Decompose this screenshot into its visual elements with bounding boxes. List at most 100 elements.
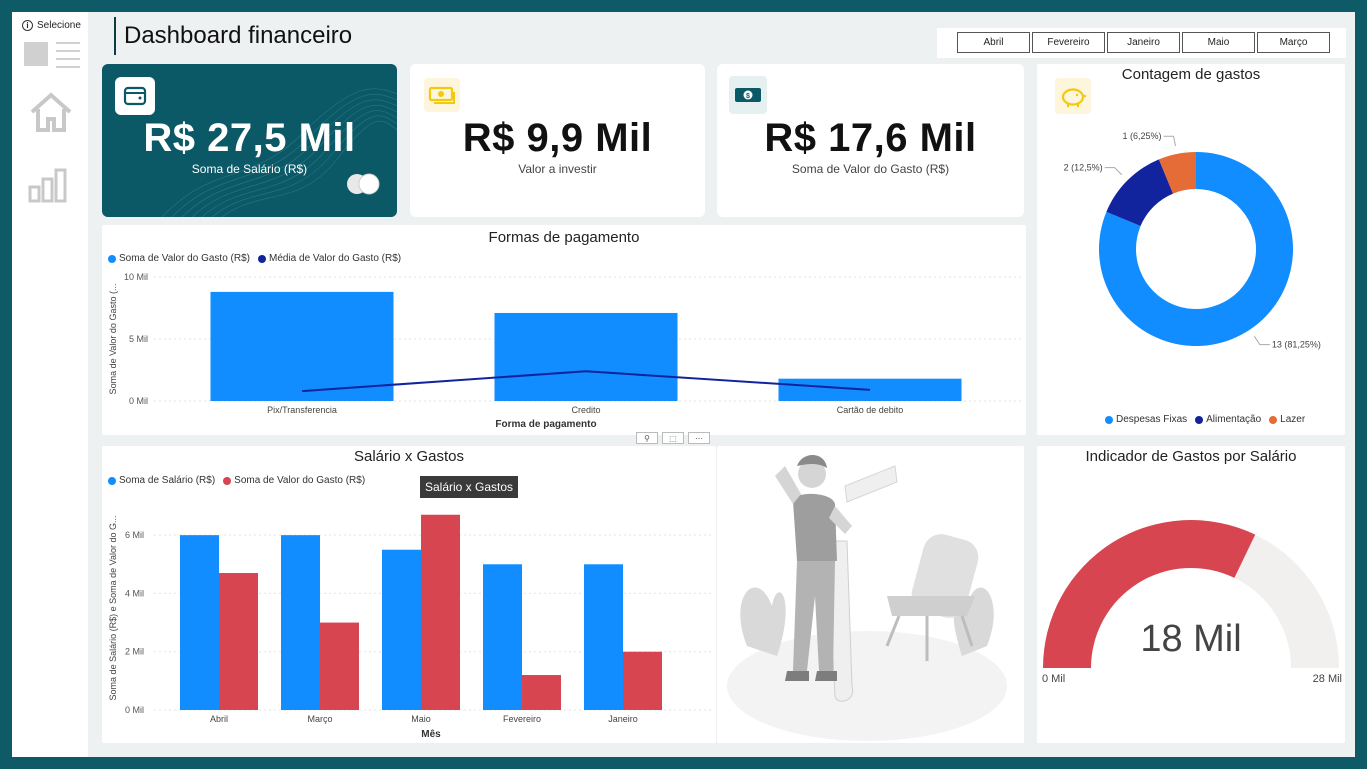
svg-text:$: $ — [746, 93, 750, 100]
bar-chart-icon[interactable] — [28, 165, 74, 205]
slice-label: 2 (12,5%) — [1064, 163, 1103, 173]
salary-vs-spend-card[interactable]: Salário x Gastos Soma de Salário (R$) So… — [102, 446, 716, 743]
person-receipt-illustration — [727, 454, 1007, 741]
gauge-value: 18 Mil — [1140, 618, 1241, 660]
wallet-icon — [115, 77, 155, 115]
x-tick-label: Credito — [571, 405, 600, 415]
kpi-label: Valor a investir — [518, 162, 597, 176]
cash-icon: $ — [729, 76, 767, 114]
month-button[interactable]: Maio — [1182, 32, 1255, 53]
kpi-value: R$ 17,6 Mil — [764, 116, 977, 160]
illustration-card — [717, 446, 1024, 743]
kpi-value: R$ 27,5 Mil — [143, 116, 356, 160]
kpi-card-invest: R$ 9,9 Mil Valor a investir — [410, 64, 705, 217]
home-icon[interactable] — [28, 92, 74, 134]
chart-legend: Despesas Fixas Alimentação Lazer — [1105, 414, 1305, 425]
bar — [382, 549, 421, 710]
y-tick-label: 2 Mil — [125, 647, 144, 657]
gauge-min-label: 0 Mil — [1042, 673, 1065, 685]
layout-thumbnail-icon[interactable] — [22, 38, 82, 74]
wave-background — [161, 88, 397, 217]
average-line — [301, 370, 871, 393]
legend-entry: Alimentação — [1206, 414, 1262, 425]
month-button[interactable]: Abril — [957, 32, 1030, 53]
bar — [584, 564, 623, 710]
chart-legend: Soma de Salário (R$) Soma de Valor do Ga… — [108, 475, 365, 486]
payments-chart-card[interactable]: Formas de pagamento Soma de Valor do Gas… — [102, 225, 1026, 435]
donut-slice — [1158, 152, 1196, 194]
y-tick-label: 6 Mil — [125, 530, 144, 540]
x-axis-label: Mês — [421, 729, 441, 740]
bar — [421, 514, 460, 710]
donut-slice — [1099, 152, 1293, 346]
payments-plot: 0 Mil 5 Mil 10 Mil Pix/Transferencia Credito… — [108, 272, 1022, 430]
x-axis-label: Forma de pagamento — [495, 419, 596, 430]
selection-pane[interactable]: i Selecione — [18, 16, 88, 76]
bar — [320, 622, 359, 710]
leader-line — [1163, 135, 1177, 147]
y-axis-label: Soma de Valor do Gasto (... — [108, 284, 118, 395]
chart-title: Salário x Gastos — [353, 448, 465, 465]
x-tick-label: Março — [307, 714, 332, 724]
y-tick-label: 0 Mil — [125, 705, 144, 715]
page-title: Dashboard financeiro — [114, 17, 352, 55]
bar — [219, 573, 258, 710]
month-button[interactable]: Março — [1257, 32, 1330, 53]
legend-entry: Lazer — [1280, 414, 1306, 425]
y-tick-label: 4 Mil — [125, 588, 144, 598]
leader-line — [1253, 336, 1270, 346]
x-tick-label: Cartão de debito — [837, 405, 904, 415]
toggle-icon[interactable] — [343, 172, 383, 196]
month-slicer: Abril Fevereiro Janeiro Maio Março — [937, 28, 1346, 58]
expense-count-card[interactable]: Contagem de gastos 13 (81,25%) 2 (12,5%) 1… — [1037, 64, 1345, 435]
month-button[interactable]: Fevereiro — [1032, 32, 1105, 53]
kpi-label: Soma de Valor do Gasto (R$) — [791, 162, 950, 176]
gauge-card[interactable]: Indicador de Gastos por Salário 18 Mil 0 … — [1037, 446, 1345, 743]
left-nav-rail — [12, 12, 88, 757]
gauge-max-label: 28 Mil — [1313, 673, 1342, 685]
gauge-fill — [1043, 520, 1256, 668]
slice-label: 13 (81,25%) — [1272, 340, 1321, 350]
filter-icon[interactable]: ⚲ — [636, 432, 658, 444]
tooltip: Salário x Gastos — [420, 476, 518, 498]
bar — [210, 291, 394, 401]
y-tick-label: 5 Mil — [129, 334, 148, 344]
salary-plot: 0 Mil 2 Mil 4 Mil 6 Mil Abril Março Maio Fevere… — [108, 514, 712, 740]
bar — [494, 312, 678, 401]
chart-title: Indicador de Gastos por Salário — [1085, 448, 1297, 465]
legend-entry: Soma de Valor do Gasto (R$) — [234, 475, 366, 486]
focus-mode-icon[interactable]: ⬚ — [662, 432, 684, 444]
selector-label: Selecione — [37, 20, 81, 31]
kpi-label: Soma de Salário (R$) — [191, 162, 308, 176]
donut-plot: 13 (81,25%) 2 (12,5%) 1 (6,25%) — [1064, 131, 1321, 350]
piggy-bank-icon — [1055, 78, 1091, 114]
x-tick-label: Abril — [210, 714, 228, 724]
money-icon — [424, 78, 460, 112]
legend-entry: Despesas Fixas — [1116, 414, 1188, 425]
info-icon: i — [22, 20, 33, 31]
bar — [483, 564, 522, 710]
chart-legend: Soma de Valor do Gasto (R$) Média de Val… — [108, 253, 401, 264]
bar — [281, 535, 320, 710]
more-options-icon[interactable]: ⋯ — [688, 432, 710, 444]
bar — [623, 651, 662, 710]
month-button[interactable]: Janeiro — [1107, 32, 1180, 53]
x-tick-label: Janeiro — [608, 714, 638, 724]
donut-slice — [1106, 159, 1174, 227]
kpi-card-salary: R$ 27,5 Mil Soma de Salário (R$) — [102, 64, 397, 217]
bar — [180, 535, 219, 710]
gauge-plot: 18 Mil 0 Mil 28 Mil — [1042, 520, 1342, 685]
visual-header: ⚲ ⬚ ⋯ — [636, 432, 710, 446]
slice-label: 1 (6,25%) — [1123, 131, 1162, 141]
y-tick-label: 0 Mil — [129, 396, 148, 406]
y-axis-label: Soma de Salário (R$) e Soma de Valor do … — [108, 516, 118, 701]
kpi-card-spent: $ R$ 17,6 Mil Soma de Valor do Gasto (R$… — [717, 64, 1024, 217]
legend-entry: Média de Valor do Gasto (R$) — [269, 253, 402, 264]
x-tick-label: Pix/Transferencia — [267, 405, 337, 415]
legend-entry: Soma de Valor do Gasto (R$) — [119, 253, 250, 264]
chart-title: Contagem de gastos — [1121, 66, 1261, 83]
x-tick-label: Maio — [411, 714, 431, 724]
y-tick-label: 10 Mil — [124, 272, 148, 282]
chart-title: Formas de pagamento — [488, 229, 640, 246]
x-tick-label: Fevereiro — [503, 714, 541, 724]
